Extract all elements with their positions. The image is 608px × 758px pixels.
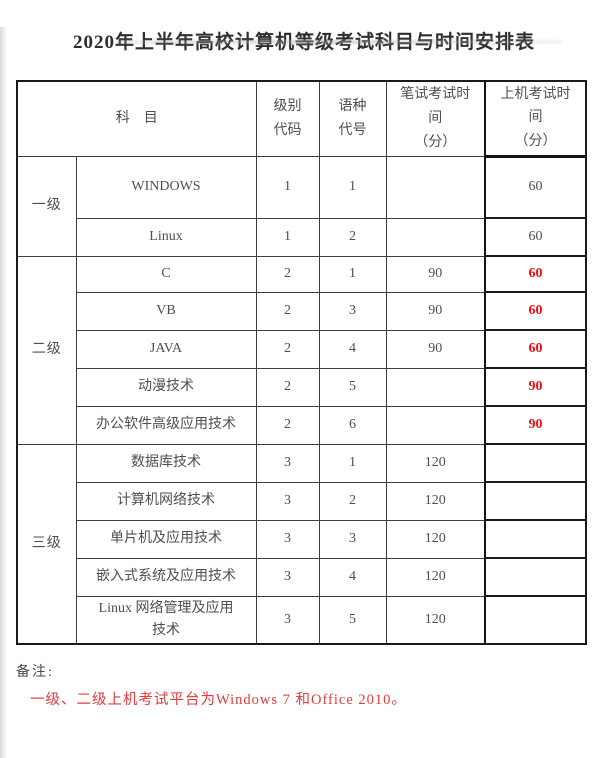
note-text: 一级、二级上机考试平台为Windows 7 和Office 2010。 <box>30 692 407 708</box>
cell-written-time <box>385 217 486 257</box>
header-machine-time: 上机考试时 间 （分） <box>484 80 587 158</box>
cell-level-code: 2 <box>255 405 320 445</box>
cell-level-code: 2 <box>255 255 320 293</box>
cell-written-time <box>385 405 486 445</box>
cell-level-code: 3 <box>255 519 320 559</box>
cell-language-code: 6 <box>318 405 387 445</box>
cell-machine-time: 60 <box>484 255 587 293</box>
cell-machine-time <box>484 443 587 483</box>
cell-machine-time: 60 <box>484 291 587 331</box>
header-written-time: 笔试考试时 间 （分） <box>385 80 486 157</box>
cell-machine-time: 90 <box>484 367 587 407</box>
table-row: 计算机网络技术 3 2 120 <box>17 481 587 521</box>
cell-machine-time <box>484 519 587 559</box>
level-label: 三级 <box>16 443 77 645</box>
cell-subject: VB <box>75 291 257 331</box>
cell-written-time <box>385 367 486 407</box>
table-row: 单片机及应用技术 3 3 120 <box>17 519 587 559</box>
table-row: Linux 网络管理及应用 技术 3 5 120 <box>17 595 587 645</box>
table-row: 三级 数据库技术 3 1 120 <box>16 443 587 645</box>
cell-subject: JAVA <box>75 329 257 369</box>
header-language-code: 语种 代号 <box>318 80 387 157</box>
table-row: 嵌入式系统及应用技术 3 4 120 <box>17 557 587 597</box>
cell-level-code: 3 <box>255 443 320 483</box>
cell-written-time: 120 <box>385 595 486 645</box>
cell-subject: 嵌入式系统及应用技术 <box>75 557 257 597</box>
scan-smudge-artifact <box>115 40 563 44</box>
cell-level-code: 2 <box>255 291 320 331</box>
cell-language-code: 4 <box>318 557 387 597</box>
cell-subject: WINDOWS <box>75 155 257 219</box>
table-row: 办公软件高级应用技术 2 6 90 <box>17 405 587 445</box>
cell-subject: 单片机及应用技术 <box>75 519 257 559</box>
cell-subject: 数据库技术 <box>75 443 257 483</box>
level-label: 二级 <box>16 255 77 445</box>
cell-level-code: 3 <box>255 595 320 645</box>
cell-language-code: 5 <box>318 367 387 407</box>
exam-schedule-table: 科 目 级别 代码 语种 代号 笔试考试时 间 （分） 上机考试时 间 （分） … <box>16 80 587 645</box>
table-row: 二级 C 2 1 90 60 <box>16 255 587 445</box>
cell-machine-time <box>484 595 587 645</box>
table-row: Linux 1 2 60 <box>17 217 587 257</box>
cell-written-time: 90 <box>385 291 486 331</box>
cell-language-code: 2 <box>318 217 387 257</box>
note-label: 备注: <box>16 665 54 680</box>
cell-machine-time: 60 <box>484 155 587 219</box>
cell-language-code: 1 <box>318 255 387 293</box>
cell-machine-time: 90 <box>484 405 587 445</box>
cell-level-code: 3 <box>255 557 320 597</box>
cell-written-time: 120 <box>385 557 486 597</box>
table-row: 动漫技术 2 5 90 <box>17 367 587 407</box>
header-subject: 科 目 <box>16 80 257 157</box>
page-title: 2020年上半年高校计算机等级考试科目与时间安排表 <box>0 27 608 54</box>
cell-subject: Linux 网络管理及应用 技术 <box>75 595 257 645</box>
cell-level-code: 1 <box>255 217 320 257</box>
cell-written-time: 120 <box>385 443 486 483</box>
cell-subject: 动漫技术 <box>75 367 257 407</box>
cell-language-code: 3 <box>318 291 387 331</box>
cell-level-code: 2 <box>255 329 320 369</box>
table-row: JAVA 2 4 90 60 <box>17 329 587 369</box>
cell-subject: C <box>75 255 257 293</box>
cell-machine-time: 60 <box>484 329 587 369</box>
table-row: 一级 WINDOWS 1 1 60 <box>16 155 587 257</box>
header-level-code: 级别 代码 <box>255 80 320 157</box>
cell-machine-time <box>484 481 587 521</box>
cell-level-code: 2 <box>255 367 320 407</box>
cell-subject: 计算机网络技术 <box>75 481 257 521</box>
level-label: 一级 <box>16 155 77 257</box>
cell-level-code: 1 <box>255 155 320 219</box>
table-row: VB 2 3 90 60 <box>17 291 587 331</box>
cell-language-code: 1 <box>318 155 387 219</box>
cell-language-code: 1 <box>318 443 387 483</box>
cell-machine-time: 60 <box>484 217 587 257</box>
cell-subject: 办公软件高级应用技术 <box>75 405 257 445</box>
cell-subject: Linux <box>75 217 257 257</box>
cell-language-code: 5 <box>318 595 387 645</box>
cell-written-time: 120 <box>385 519 486 559</box>
scan-edge-artifact <box>0 27 7 758</box>
cell-level-code: 3 <box>255 481 320 521</box>
table-header-row: 科 目 级别 代码 语种 代号 笔试考试时 间 （分） 上机考试时 间 （分） <box>16 80 587 158</box>
cell-written-time: 90 <box>385 255 486 293</box>
cell-written-time <box>385 155 486 219</box>
cell-written-time: 90 <box>385 329 486 369</box>
cell-language-code: 3 <box>318 519 387 559</box>
cell-language-code: 4 <box>318 329 387 369</box>
cell-written-time: 120 <box>385 481 486 521</box>
cell-machine-time <box>484 557 587 597</box>
cell-language-code: 2 <box>318 481 387 521</box>
